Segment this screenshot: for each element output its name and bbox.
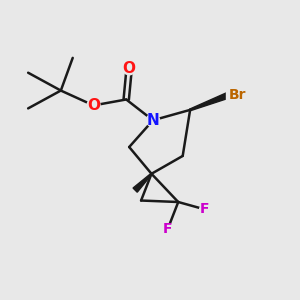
Polygon shape: [133, 173, 152, 192]
Text: O: O: [87, 98, 100, 113]
Text: O: O: [123, 61, 136, 76]
Text: F: F: [163, 222, 172, 236]
Circle shape: [123, 62, 136, 75]
Circle shape: [163, 224, 173, 234]
Circle shape: [146, 114, 160, 127]
Bar: [226, 88, 249, 102]
Text: F: F: [200, 202, 210, 216]
Polygon shape: [190, 92, 230, 111]
Circle shape: [200, 204, 210, 215]
Text: Br: Br: [229, 88, 246, 102]
Circle shape: [87, 99, 100, 112]
Text: N: N: [147, 113, 159, 128]
